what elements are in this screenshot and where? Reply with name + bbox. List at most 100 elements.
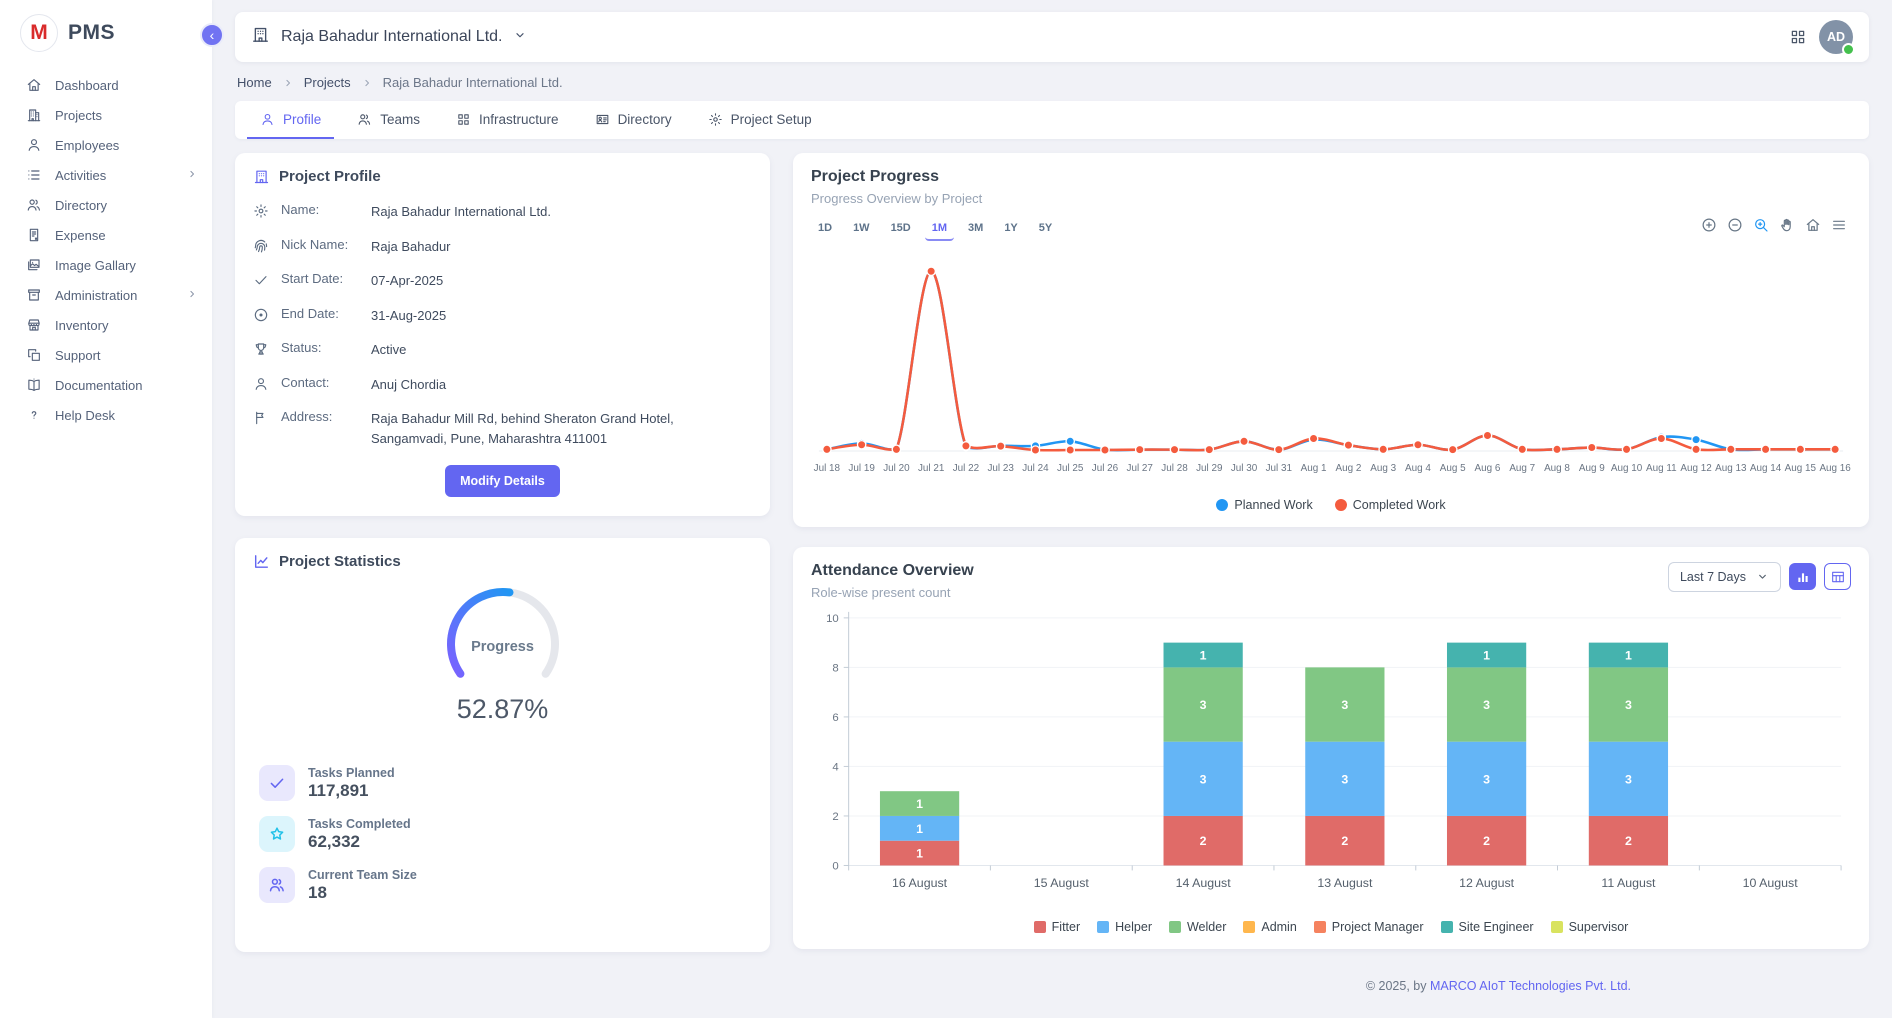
tab-project-setup[interactable]: Project Setup xyxy=(695,101,825,139)
sidebar-item-label: Image Gallary xyxy=(55,258,198,273)
selection-zoom-icon[interactable] xyxy=(1753,217,1769,233)
legend-supervisor[interactable]: Supervisor xyxy=(1551,920,1629,934)
attendance-subtitle: Role-wise present count xyxy=(811,585,974,600)
sidebar-item-label: Inventory xyxy=(55,318,198,333)
bar-chart-view-button[interactable] xyxy=(1789,563,1816,590)
legend-admin[interactable]: Admin xyxy=(1243,920,1296,934)
legend-welder[interactable]: Welder xyxy=(1169,920,1226,934)
range-button-5y[interactable]: 5Y xyxy=(1032,218,1059,241)
apps-grid-icon[interactable] xyxy=(1789,28,1807,46)
range-button-15d[interactable]: 15D xyxy=(884,218,918,241)
range-button-1d[interactable]: 1D xyxy=(811,218,839,241)
range-button-1m[interactable]: 1M xyxy=(925,218,954,241)
sidebar-item-employees[interactable]: Employees xyxy=(0,130,212,160)
legend-label: Supervisor xyxy=(1569,920,1629,934)
gauge-label: Progress xyxy=(413,639,593,655)
svg-text:Jul 25: Jul 25 xyxy=(1057,463,1084,474)
user-avatar[interactable]: AD xyxy=(1819,20,1853,54)
company-link[interactable]: MARCO AIoT Technologies Pvt. Ltd. xyxy=(1430,979,1631,993)
legend-site-engineer[interactable]: Site Engineer xyxy=(1441,920,1534,934)
sidebar-item-dashboard[interactable]: Dashboard xyxy=(0,70,212,100)
reset-home-icon[interactable] xyxy=(1805,217,1821,233)
legend-completed-work[interactable]: Completed Work xyxy=(1335,498,1446,512)
modify-details-button[interactable]: Modify Details xyxy=(445,465,560,497)
tab-teams[interactable]: Teams xyxy=(344,101,433,139)
field-value: 07-Apr-2025 xyxy=(371,271,443,291)
tab-profile[interactable]: Profile xyxy=(247,101,334,139)
sidebar-item-administration[interactable]: Administration xyxy=(0,280,212,310)
stat-tasks-planned: Tasks Planned 117,891 xyxy=(259,765,752,801)
svg-text:2: 2 xyxy=(1483,834,1490,848)
svg-text:15 August: 15 August xyxy=(1034,876,1090,890)
legend-project-manager[interactable]: Project Manager xyxy=(1314,920,1424,934)
sidebar-item-label: Directory xyxy=(55,198,198,213)
range-button-3m[interactable]: 3M xyxy=(961,218,990,241)
pan-icon[interactable] xyxy=(1779,217,1795,233)
sidebar-item-inventory[interactable]: Inventory xyxy=(0,310,212,340)
breadcrumb-item-home[interactable]: Home xyxy=(237,75,272,90)
stat-value: 62,332 xyxy=(308,832,411,852)
svg-text:Jul 19: Jul 19 xyxy=(848,463,875,474)
sidebar-item-image-gallary[interactable]: Image Gallary xyxy=(0,250,212,280)
check-icon xyxy=(259,765,295,801)
sidebar-item-directory[interactable]: Directory xyxy=(0,190,212,220)
sidebar-item-help-desk[interactable]: Help Desk xyxy=(0,400,212,430)
sidebar-collapse-button[interactable]: ‹ xyxy=(200,23,224,47)
menu-icon[interactable] xyxy=(1831,217,1847,233)
sidebar-item-documentation[interactable]: Documentation xyxy=(0,370,212,400)
svg-text:Jul 29: Jul 29 xyxy=(1196,463,1223,474)
sidebar-item-label: Help Desk xyxy=(55,408,198,423)
svg-text:Jul 30: Jul 30 xyxy=(1231,463,1258,474)
breadcrumb-item-projects[interactable]: Projects xyxy=(304,75,351,90)
svg-text:3: 3 xyxy=(1200,698,1207,712)
progress-chart-title: Project Progress xyxy=(811,168,1851,186)
chevron-down-icon xyxy=(513,28,527,47)
legend-marker-icon xyxy=(1097,921,1109,933)
tab-label: Profile xyxy=(283,112,321,127)
legend-fitter[interactable]: Fitter xyxy=(1034,920,1080,934)
app-logo[interactable]: M PMS xyxy=(0,0,212,70)
range-selector: 1D 1W 15D 1M 3M 1Y 5Y xyxy=(811,218,1851,241)
attendance-chart[interactable]: 024681016 August15 August14 August13 Aug… xyxy=(811,604,1851,918)
legend-helper[interactable]: Helper xyxy=(1097,920,1152,934)
svg-text:Jul 31: Jul 31 xyxy=(1266,463,1293,474)
breadcrumb-separator-icon xyxy=(361,77,373,89)
sidebar-item-label: Support xyxy=(55,348,198,363)
sidebar-item-expense[interactable]: Expense xyxy=(0,220,212,250)
sidebar-item-projects[interactable]: Projects xyxy=(0,100,212,130)
svg-text:10: 10 xyxy=(826,612,839,624)
person-icon xyxy=(253,376,269,392)
svg-text:1: 1 xyxy=(1625,648,1632,662)
sidebar-item-label: Projects xyxy=(55,108,198,123)
svg-text:14 August: 14 August xyxy=(1176,876,1232,890)
zoom-out-icon[interactable] xyxy=(1727,217,1743,233)
field-value: Active xyxy=(371,340,406,360)
building-icon xyxy=(253,168,270,185)
legend-planned-work[interactable]: Planned Work xyxy=(1216,498,1312,512)
home-icon xyxy=(26,77,42,93)
project-selector[interactable]: Raja Bahadur International Ltd. xyxy=(251,25,527,49)
tab-infrastructure[interactable]: Infrastructure xyxy=(443,101,572,139)
sidebar-item-activities[interactable]: Activities xyxy=(0,160,212,190)
profile-field-end-date: End Date: 31-Aug-2025 xyxy=(253,306,752,326)
attendance-filter-select[interactable]: Last 7 Days xyxy=(1668,562,1781,592)
svg-text:3: 3 xyxy=(1625,772,1632,786)
footer: © 2025, by MARCO AIoT Technologies Pvt. … xyxy=(793,979,1631,993)
table-view-button[interactable] xyxy=(1824,563,1851,590)
project-progress-chart[interactable]: Jul 18Jul 19Jul 20Jul 21Jul 22Jul 23Jul … xyxy=(811,245,1851,498)
field-label: Start Date: xyxy=(281,271,359,286)
svg-text:Aug 2: Aug 2 xyxy=(1336,463,1362,474)
legend-label: Planned Work xyxy=(1234,498,1312,512)
legend-marker-icon xyxy=(1169,921,1181,933)
field-label: Nick Name: xyxy=(281,237,359,252)
sidebar-item-support[interactable]: Support xyxy=(0,340,212,370)
range-button-1y[interactable]: 1Y xyxy=(997,218,1024,241)
stat-tasks-completed: Tasks Completed 62,332 xyxy=(259,816,752,852)
zoom-in-icon[interactable] xyxy=(1701,217,1717,233)
list-icon xyxy=(26,167,42,183)
legend-marker-icon xyxy=(1314,921,1326,933)
tab-directory[interactable]: Directory xyxy=(582,101,685,139)
range-button-1w[interactable]: 1W xyxy=(846,218,877,241)
fingerprint-icon xyxy=(253,238,269,254)
svg-text:Aug 12: Aug 12 xyxy=(1680,463,1711,474)
